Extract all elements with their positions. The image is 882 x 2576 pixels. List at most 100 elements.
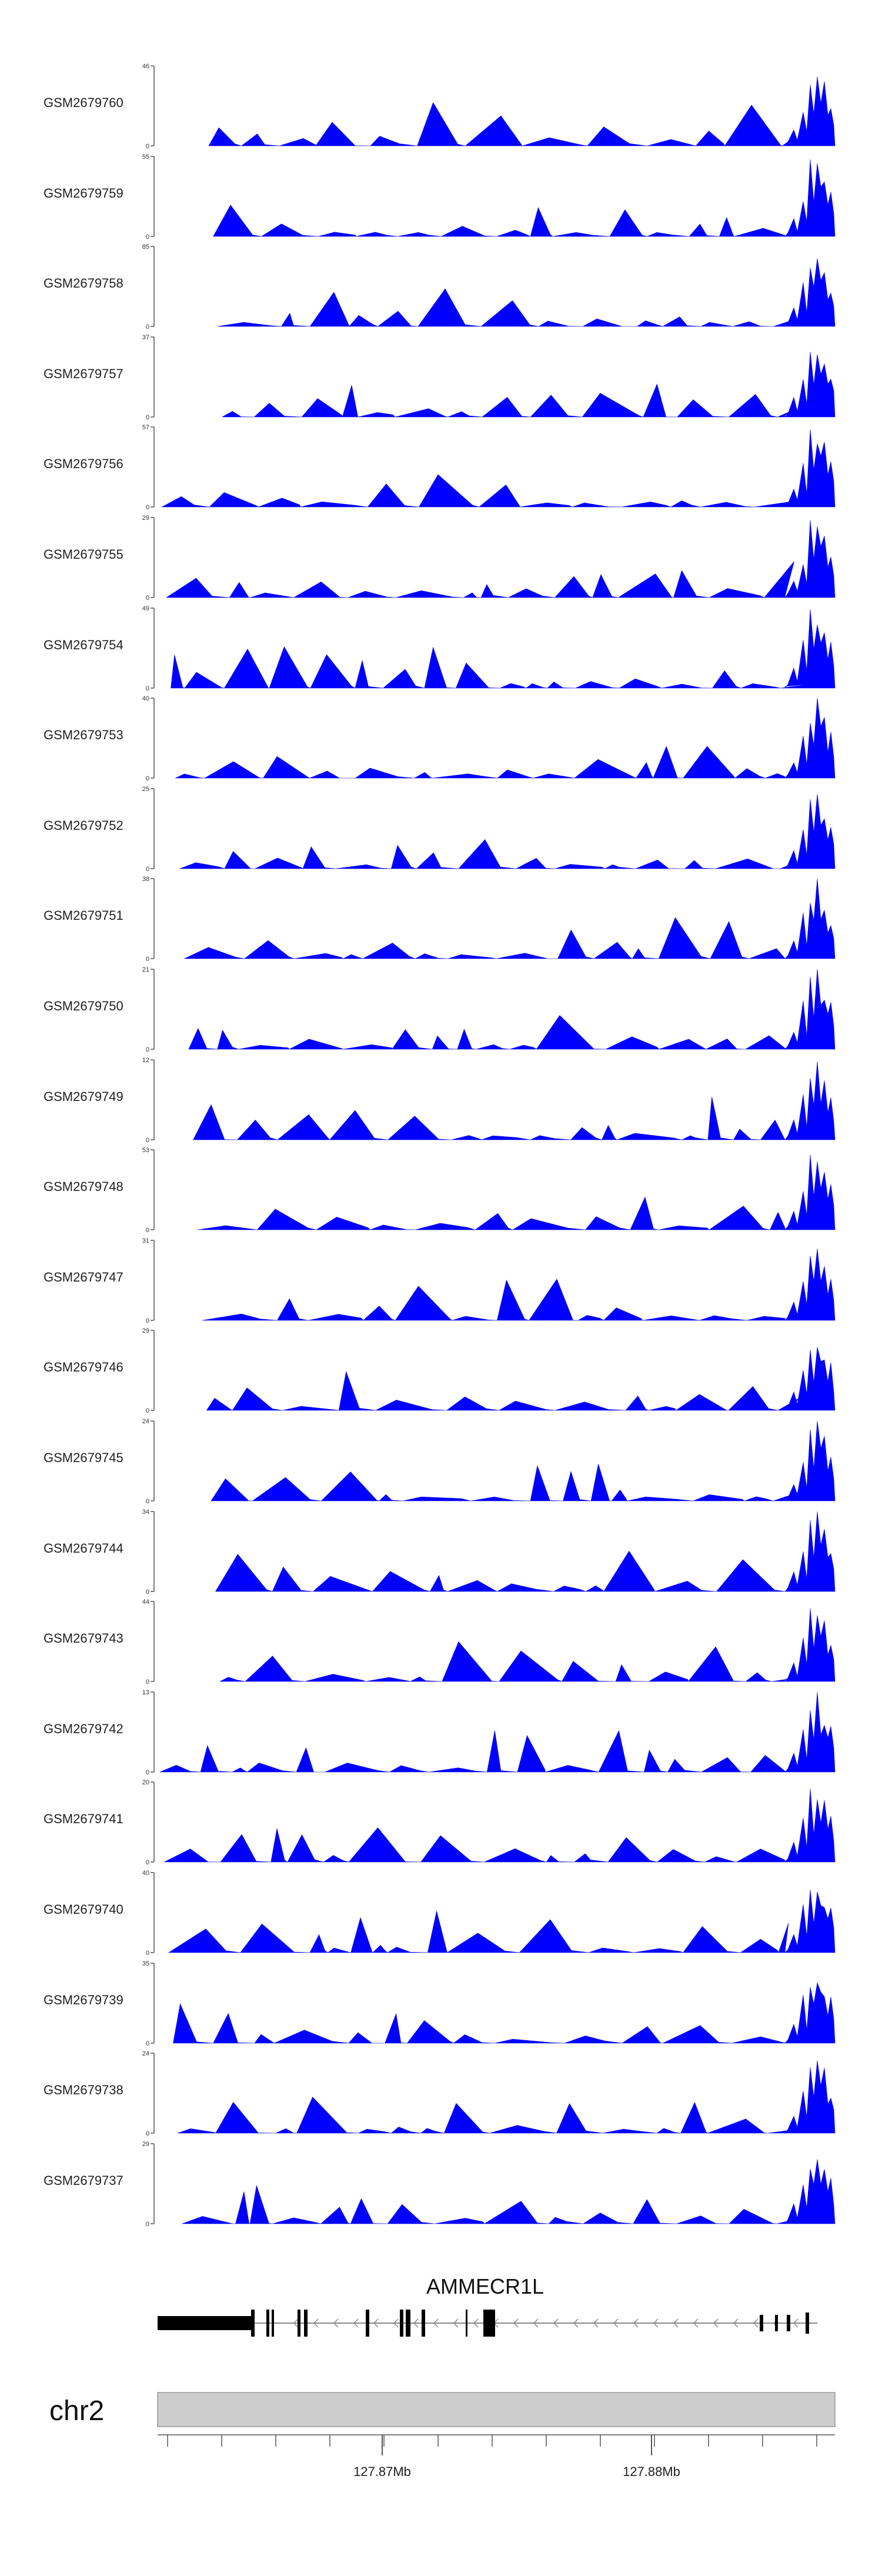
track-ymin-label: 0 [146, 685, 149, 692]
track-sample-label: GSM2679740 [44, 1902, 123, 1917]
gene-exon [466, 2310, 467, 2337]
track-ymax-label: 38 [142, 876, 149, 883]
track-sample-label: GSM2679743 [44, 1631, 123, 1646]
coverage-area [178, 2060, 836, 2134]
track-ymin-label: 0 [146, 1498, 149, 1505]
track-ymin-label: 0 [146, 1679, 149, 1686]
chromosome-label: chr2 [49, 2395, 104, 2427]
strand-arrow [593, 2318, 599, 2328]
strand-arrow [453, 2318, 459, 2328]
gene-exon [266, 2310, 269, 2337]
track-ymax-label: 55 [142, 154, 149, 161]
track-ymax-label: 21 [142, 966, 149, 973]
track-ymax-label: 24 [142, 1418, 149, 1425]
track-ymax-label: 53 [142, 1147, 149, 1154]
gene-exon [400, 2310, 403, 2337]
track-ymax-label: 40 [142, 695, 149, 702]
track-ymin-label: 0 [146, 956, 149, 963]
track-ymin-label: 0 [146, 775, 149, 782]
track-sample-label: GSM2679745 [44, 1450, 123, 1465]
coverage-area [218, 258, 836, 327]
track-ymin-label: 0 [146, 1227, 149, 1234]
gene-exon [806, 2313, 809, 2334]
track-sample-label: GSM2679751 [44, 908, 123, 923]
track-ymax-label: 37 [142, 334, 149, 341]
coverage-area [211, 1420, 836, 1501]
track-ymin-label: 0 [146, 233, 149, 241]
strand-arrow [513, 2318, 519, 2328]
coverage-area [175, 698, 836, 779]
track-sample-label: GSM2679747 [44, 1270, 123, 1284]
track-ymin-label: 0 [146, 595, 149, 602]
strand-arrow [653, 2318, 659, 2328]
track-sample-label: GSM2679755 [44, 547, 123, 562]
strand-arrow [393, 2318, 399, 2328]
track-ymin-label: 0 [146, 866, 149, 873]
track-ymin-label: 0 [146, 143, 149, 150]
gene-exon [775, 2315, 778, 2331]
track-ymin-label: 0 [146, 2130, 149, 2137]
track-sample-label: GSM2679753 [44, 728, 123, 742]
track-ymax-label: 24 [142, 2050, 149, 2057]
gene-exon [406, 2310, 410, 2337]
gene-exon [298, 2310, 300, 2337]
gene-exon [483, 2310, 495, 2337]
coverage-area [173, 1982, 836, 2044]
track-sample-label: GSM2679756 [44, 456, 123, 471]
track-ymin-label: 0 [146, 1137, 149, 1144]
track-sample-label: GSM2679741 [44, 1811, 123, 1826]
coverage-area [159, 1691, 836, 1773]
track-sample-label: GSM2679754 [44, 638, 123, 652]
strand-arrow [533, 2318, 539, 2328]
track-ymin-label: 0 [146, 1859, 149, 1866]
track-sample-label: GSM2679738 [44, 2083, 123, 2097]
gene-exon [304, 2310, 308, 2337]
gene-label: AMMECR1L [426, 2274, 544, 2298]
track-sample-label: GSM2679749 [44, 1089, 123, 1104]
track-ymax-label: 29 [142, 1327, 149, 1334]
coverage-area [184, 878, 836, 959]
strand-arrow [473, 2318, 479, 2328]
strand-arrow [713, 2318, 719, 2328]
track-ymax-label: 13 [142, 1689, 149, 1696]
track-ymax-label: 34 [142, 1509, 149, 1516]
strand-arrow [293, 2318, 299, 2328]
track-ymax-label: 20 [142, 1779, 149, 1786]
coverage-area [202, 1249, 836, 1321]
coverage-area [165, 520, 836, 598]
track-sample-label: GSM2679746 [44, 1360, 123, 1374]
coverage-area [198, 1154, 836, 1230]
track-ymin-label: 0 [146, 414, 149, 421]
track-ymax-label: 12 [142, 1057, 149, 1064]
gene-exon [760, 2315, 763, 2331]
track-ymin-label: 0 [146, 504, 149, 511]
track-sample-label: GSM2679739 [44, 1993, 123, 2007]
track-ymax-label: 57 [142, 424, 149, 431]
track-sample-label: GSM2679758 [44, 276, 123, 291]
strand-arrow [733, 2318, 739, 2328]
coverage-area [168, 1890, 836, 1953]
coverage-area [164, 1788, 836, 1863]
strand-arrow [673, 2318, 679, 2328]
track-ymax-label: 44 [142, 1599, 149, 1606]
strand-arrow [353, 2318, 359, 2328]
track-ymax-label: 85 [142, 243, 149, 251]
gene-exon [272, 2310, 274, 2337]
track-ymin-label: 0 [146, 323, 149, 331]
coverage-area [162, 429, 836, 508]
track-ymax-label: 31 [142, 1237, 149, 1244]
strand-arrow [633, 2318, 639, 2328]
strand-arrow [333, 2318, 339, 2328]
track-ymax-label: 25 [142, 786, 149, 793]
track-ymin-label: 0 [146, 1317, 149, 1324]
track-ymin-label: 0 [146, 1046, 149, 1053]
track-sample-label: GSM2679744 [44, 1541, 123, 1556]
strand-arrow [413, 2318, 419, 2328]
track-sample-label: GSM2679759 [44, 186, 123, 201]
coverage-area [222, 352, 836, 418]
track-ymax-label: 49 [142, 605, 149, 612]
strand-arrow [373, 2318, 379, 2328]
strand-arrow [753, 2318, 759, 2328]
chromosome-ideogram [157, 2392, 836, 2427]
